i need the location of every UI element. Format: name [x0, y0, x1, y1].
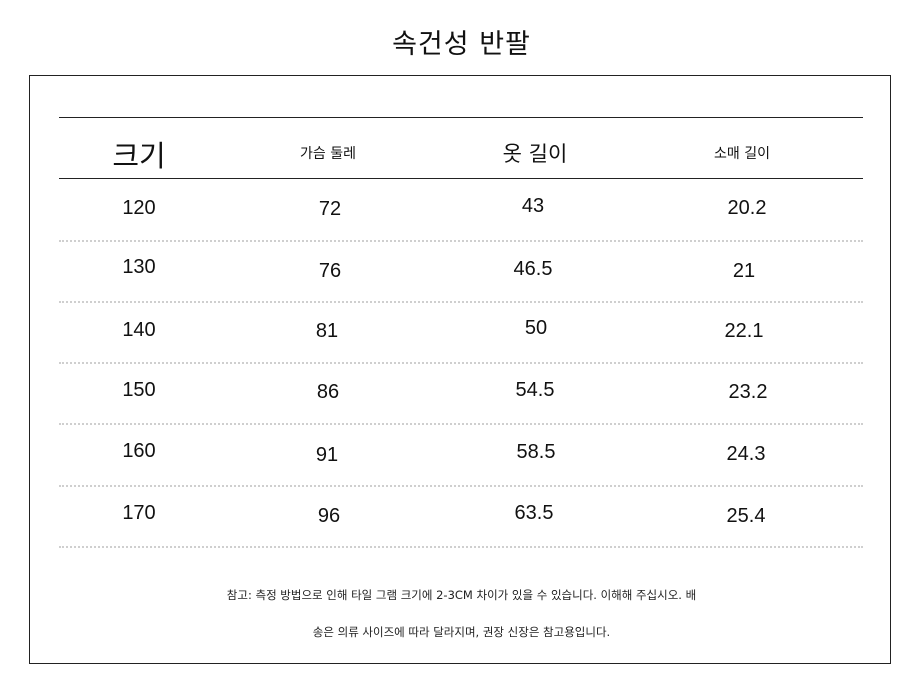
cell-size: 140	[122, 319, 156, 341]
row-divider	[59, 240, 863, 242]
header-size: 크기	[112, 139, 166, 173]
row-divider	[59, 301, 863, 303]
cell-size: 120	[122, 197, 156, 219]
cell-chest: 86	[316, 381, 340, 403]
header-bottom-rule	[59, 178, 863, 179]
cell-sleeve: 20.2	[727, 197, 767, 219]
measurement-note-continued: 송은 의류 사이즈에 따라 달라지며, 권장 신장은 참고용입니다.	[312, 625, 611, 639]
page-title: 속건성 반팔	[392, 29, 531, 60]
cell-size: 170	[122, 502, 156, 524]
cell-size: 130	[122, 256, 156, 278]
header-chest: 가슴 둘레	[300, 146, 356, 162]
row-divider	[59, 546, 863, 548]
cell-length: 63.5	[514, 502, 554, 524]
row-divider	[59, 485, 863, 487]
row-divider	[59, 362, 863, 364]
header-sleeve: 소매 길이	[714, 146, 770, 162]
measurement-note: 참고: 측정 방법으로 인해 타일 그램 크기에 2-3CM 차이가 있을 수 …	[226, 588, 697, 602]
cell-size: 160	[122, 440, 156, 462]
cell-sleeve: 24.3	[726, 443, 766, 465]
cell-chest: 76	[318, 260, 342, 282]
cell-size: 150	[122, 379, 156, 401]
cell-sleeve: 23.2	[728, 381, 768, 403]
cell-chest: 72	[318, 198, 342, 220]
row-divider	[59, 423, 863, 425]
cell-sleeve: 25.4	[726, 505, 766, 527]
cell-sleeve: 21	[732, 260, 756, 282]
table-top-rule	[59, 117, 863, 118]
cell-chest: 91	[315, 444, 339, 466]
cell-length: 50	[524, 317, 548, 339]
cell-length: 54.5	[515, 379, 555, 401]
cell-chest: 96	[317, 505, 341, 527]
cell-length: 58.5	[516, 441, 556, 463]
cell-length: 43	[521, 195, 545, 217]
cell-chest: 81	[315, 320, 339, 342]
header-length: 옷 길이	[502, 142, 568, 166]
size-chart-frame	[29, 75, 891, 664]
cell-sleeve: 22.1	[724, 320, 764, 342]
cell-length: 46.5	[513, 258, 553, 280]
